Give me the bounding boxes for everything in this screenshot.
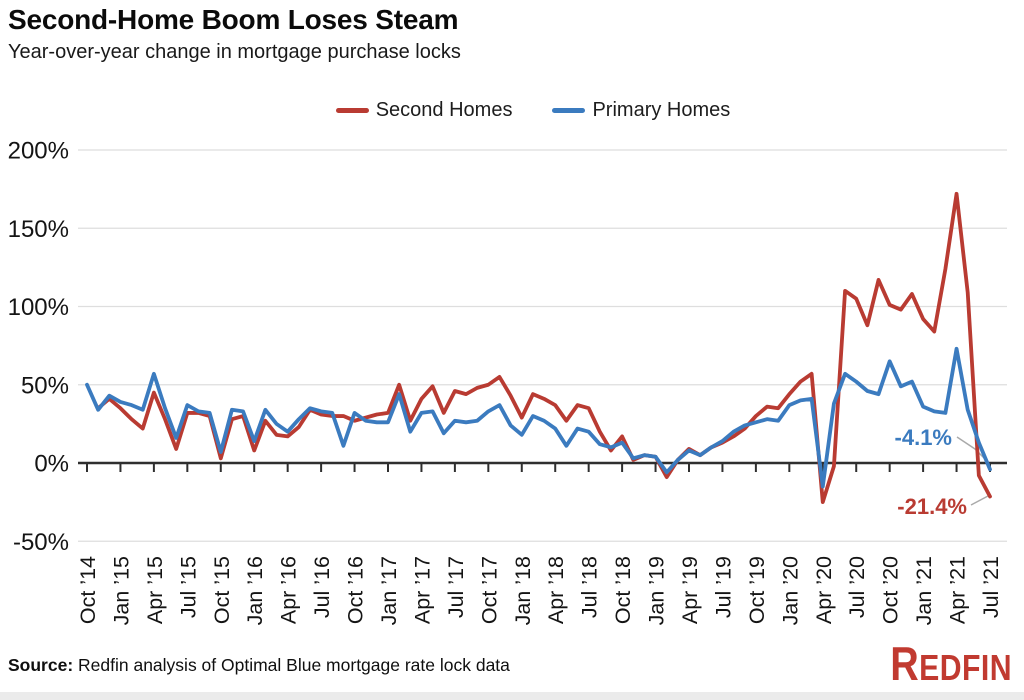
redfin-logo: REDFIN (890, 637, 1012, 690)
source-line: Source: Redfin analysis of Optimal Blue … (8, 655, 510, 676)
legend-entry-primary-homes: Primary Homes (552, 99, 730, 122)
bottom-divider-bar (0, 692, 1024, 700)
second-homes-line-swatch (335, 108, 369, 113)
x-tick-label: Oct ’15 (210, 556, 234, 624)
x-tick-label: Apr ’20 (812, 556, 836, 624)
y-tick-label: 150% (8, 216, 69, 243)
x-tick-label: Oct ’17 (477, 556, 501, 624)
x-tick-label: Apr ’19 (678, 556, 702, 624)
x-tick-label: Jul ’17 (444, 556, 468, 618)
page-subtitle: Year-over-year change in mortgage purcha… (8, 41, 461, 63)
x-tick-label: Jan ’19 (645, 556, 669, 625)
x-tick-label: Jan ’17 (377, 556, 401, 625)
x-tick-label: Oct ’16 (344, 556, 368, 624)
x-tick-label: Jul ’19 (711, 556, 735, 618)
x-tick-label: Apr ’16 (277, 556, 301, 624)
x-tick-label: Jan ’20 (778, 556, 802, 625)
y-tick-label: 0% (34, 451, 69, 478)
series-line-primary-homes (85, 346, 992, 489)
x-tick-label: Jul ’21 (979, 556, 1003, 618)
legend-label-primary-homes: Primary Homes (592, 99, 731, 121)
x-tick-label: Jul ’16 (310, 556, 334, 618)
legend-entry-second-homes: Second Homes (335, 99, 513, 122)
x-tick-label: Apr ’21 (946, 556, 970, 624)
x-tick-label: Oct ’14 (76, 556, 100, 624)
annotation-label: -4.1% (895, 425, 952, 450)
y-tick-label: 50% (21, 372, 69, 399)
legend: Second Homes Primary Homes (0, 99, 1024, 122)
page-title: Second-Home Boom Loses Steam (8, 4, 459, 35)
source-label: Source: (8, 655, 74, 675)
source-text: Redfin analysis of Optimal Blue mortgage… (73, 655, 510, 675)
legend-label-second-homes: Second Homes (375, 99, 513, 121)
x-tick-label: Jul ’20 (845, 556, 869, 618)
x-tick-label: Jan ’15 (109, 556, 133, 625)
y-tick-label: 100% (8, 294, 69, 321)
x-tick-label: Oct ’19 (745, 556, 769, 624)
y-tick-label: -50% (13, 529, 69, 556)
primary-homes-line-swatch (552, 108, 586, 113)
x-tick-label: Oct ’20 (879, 556, 903, 624)
x-tick-label: Oct ’18 (611, 556, 635, 624)
x-tick-label: Jul ’18 (578, 556, 602, 618)
annotation-leader (970, 495, 989, 506)
x-tick-label: Apr ’18 (544, 556, 568, 624)
series-line-second-homes (96, 191, 992, 505)
x-tick-label: Jan ’16 (243, 556, 267, 625)
annotation-label: -21.4% (897, 494, 967, 519)
x-tick-label: Apr ’17 (410, 556, 434, 624)
x-tick-label: Jul ’15 (176, 556, 200, 618)
x-tick-label: Jan ’18 (511, 556, 535, 625)
x-tick-label: Jan ’21 (912, 556, 936, 625)
y-tick-label: 200% (8, 138, 69, 165)
x-tick-label: Apr ’15 (143, 556, 167, 624)
